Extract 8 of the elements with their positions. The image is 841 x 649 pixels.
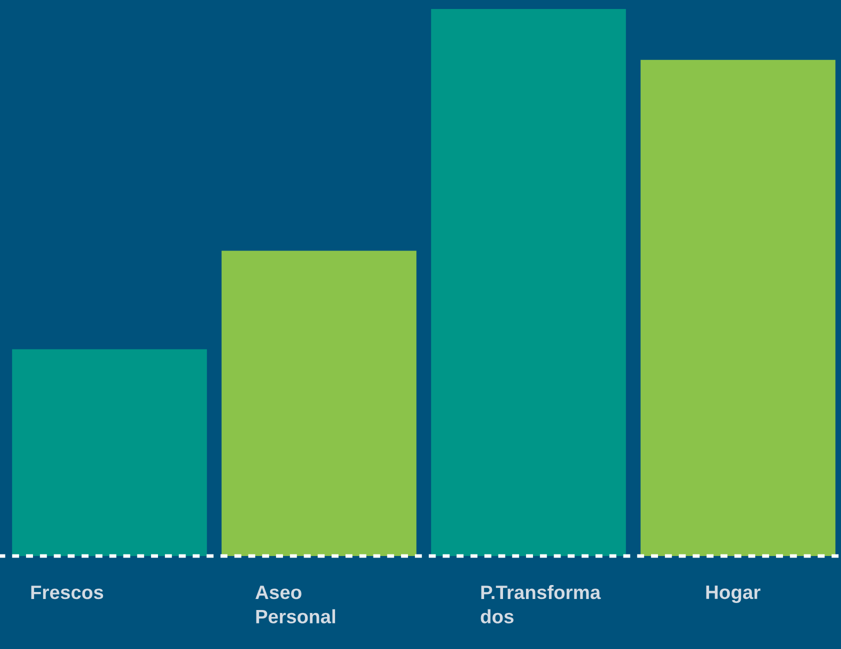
x-tick-label: P.Transformados [480,585,601,624]
bar [12,349,207,556]
bar [640,60,836,556]
bar [431,9,626,556]
x-tick-label: Aseo Personal [255,586,336,624]
bar [222,250,416,556]
x-tick-label: Frescos [31,586,104,600]
x-tick-label: Hogar [706,586,760,603]
